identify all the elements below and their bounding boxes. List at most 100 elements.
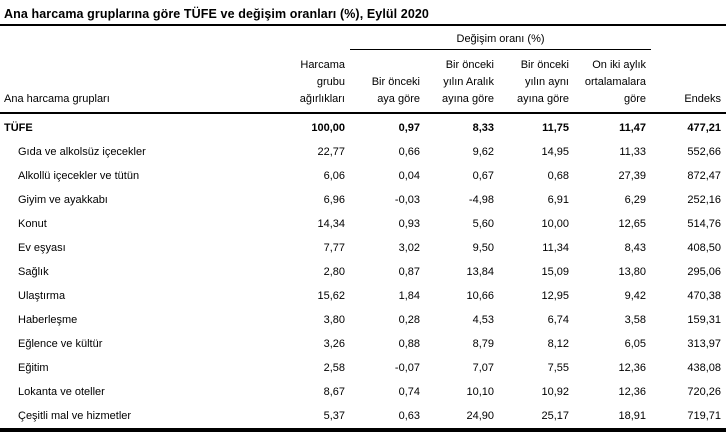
column-header-twelve-month-avg: On iki aylık ortalamalara göre [574, 49, 652, 114]
table-body: TÜFE 100,00 0,97 8,33 11,75 11,47 477,21… [0, 113, 726, 428]
cell-monthly: 1,84 [398, 290, 420, 302]
cell-same-month-prev-year: 14,95 [541, 146, 569, 158]
cell-since-december: 5,60 [472, 218, 494, 230]
cell-index: 514,76 [687, 218, 722, 230]
cell-since-december: 10,66 [466, 290, 494, 302]
cell-twelve-month-avg: 13,80 [618, 266, 647, 278]
cell-twelve-month-avg: 3,58 [624, 314, 647, 326]
cell-weight: 100,00 [311, 122, 345, 134]
row-label: Haberleşme [18, 314, 78, 326]
group-header-row: Değişim oranı (%) [0, 26, 726, 50]
column-header-index: Endeks [651, 49, 726, 114]
cell-weight: 5,37 [323, 410, 345, 422]
cell-index: 252,16 [687, 194, 722, 206]
cell-monthly: 0,93 [398, 218, 420, 230]
cell-twelve-month-avg: 8,43 [624, 242, 647, 254]
group-header-spacer-left [0, 26, 350, 50]
cell-monthly: -0,07 [394, 362, 420, 374]
cell-since-december: 4,53 [472, 314, 494, 326]
cell-since-december: 13,84 [466, 266, 494, 278]
row-label: Gıda ve alkolsüz içecekler [18, 146, 146, 158]
row-label: Ev eşyası [18, 242, 66, 254]
row-label: Eğitim [18, 362, 49, 374]
row-label: Alkollü içecekler ve tütün [18, 170, 140, 182]
cell-same-month-prev-year: 6,74 [547, 314, 569, 326]
cell-twelve-month-avg: 6,29 [624, 194, 647, 206]
row-label: Çeşitli mal ve hizmetler [18, 410, 132, 422]
column-header-row: Ana harcama grupları Harcama grubu ağırl… [0, 49, 726, 114]
cell-weight: 6,96 [323, 194, 345, 206]
table-row: Eğlence ve kültür 3,26 0,88 8,79 8,12 6,… [0, 332, 726, 356]
column-header-main-groups: Ana harcama grupları [0, 49, 285, 114]
column-header-since-december: Bir önceki yılın Aralık ayına göre [425, 49, 499, 114]
row-label: Lokanta ve oteller [18, 386, 105, 398]
change-rate-group-header: Değişim oranı (%) [350, 26, 652, 50]
cell-monthly: 0,87 [398, 266, 420, 278]
cell-since-december: 24,90 [466, 410, 494, 422]
page-title: Ana harcama gruplarına göre TÜFE ve deği… [0, 0, 726, 26]
cell-since-december: 8,79 [472, 338, 494, 350]
table-row: Giyim ve ayakkabı 6,96 -0,03 -4,98 6,91 … [0, 188, 726, 212]
cell-weight: 2,80 [323, 266, 345, 278]
cell-index: 159,31 [687, 314, 722, 326]
cell-weight: 8,67 [323, 386, 345, 398]
cell-since-december: 7,07 [472, 362, 494, 374]
table-header: Değişim oranı (%) Ana harcama grupları H… [0, 26, 726, 114]
cell-same-month-prev-year: 15,09 [541, 266, 569, 278]
cell-monthly: 0,66 [398, 146, 420, 158]
table-row: Gıda ve alkolsüz içecekler 22,77 0,66 9,… [0, 140, 726, 164]
cell-weight: 22,77 [317, 146, 345, 158]
table-row: Çeşitli mal ve hizmetler 5,37 0,63 24,90… [0, 404, 726, 428]
cell-same-month-prev-year: 25,17 [541, 410, 569, 422]
cell-twelve-month-avg: 27,39 [618, 170, 647, 182]
cell-same-month-prev-year: 10,92 [541, 386, 569, 398]
cell-monthly: 3,02 [398, 242, 420, 254]
cell-monthly: 0,28 [398, 314, 420, 326]
cell-monthly: 0,74 [398, 386, 420, 398]
cell-twelve-month-avg: 12,36 [618, 362, 647, 374]
cell-monthly: 0,97 [398, 122, 420, 134]
cell-monthly: 0,04 [398, 170, 420, 182]
cell-same-month-prev-year: 7,55 [547, 362, 569, 374]
column-header-same-month-prev-year: Bir önceki yılın aynı ayına göre [499, 49, 574, 114]
cell-weight: 6,06 [323, 170, 345, 182]
cell-same-month-prev-year: 11,75 [542, 122, 569, 134]
cell-since-december: 0,67 [472, 170, 494, 182]
table-row: Ev eşyası 7,77 3,02 9,50 11,34 8,43 408,… [0, 236, 726, 260]
cell-weight: 2,58 [323, 362, 345, 374]
cell-same-month-prev-year: 8,12 [547, 338, 569, 350]
cell-same-month-prev-year: 0,68 [547, 170, 569, 182]
cell-since-december: 9,62 [472, 146, 494, 158]
cell-same-month-prev-year: 12,95 [541, 290, 569, 302]
cell-twelve-month-avg: 18,91 [618, 410, 647, 422]
table-row: Konut 14,34 0,93 5,60 10,00 12,65 514,76 [0, 212, 726, 236]
table-bottom-rule [0, 428, 726, 432]
cell-twelve-month-avg: 11,33 [619, 146, 647, 158]
cell-monthly: 0,63 [398, 410, 420, 422]
cell-weight: 15,62 [317, 290, 345, 302]
cell-weight: 7,77 [323, 242, 345, 254]
cell-index: 313,97 [687, 338, 722, 350]
cell-weight: 14,34 [317, 218, 345, 230]
cell-monthly: 0,88 [398, 338, 420, 350]
cell-index: 438,08 [687, 362, 722, 374]
cell-twelve-month-avg: 9,42 [624, 290, 647, 302]
cell-since-december: 9,50 [472, 242, 494, 254]
table-row-tufe: TÜFE 100,00 0,97 8,33 11,75 11,47 477,21 [0, 113, 726, 140]
cell-weight: 3,80 [323, 314, 345, 326]
cell-twelve-month-avg: 12,65 [618, 218, 647, 230]
cell-monthly: -0,03 [394, 194, 420, 206]
table-row: Ulaştırma 15,62 1,84 10,66 12,95 9,42 47… [0, 284, 726, 308]
cell-index: 719,71 [687, 410, 722, 422]
cell-twelve-month-avg: 12,36 [618, 386, 647, 398]
cell-since-december: 8,33 [472, 122, 494, 134]
row-label: Ulaştırma [18, 290, 66, 302]
cell-twelve-month-avg: 6,05 [624, 338, 647, 350]
row-label: Sağlık [18, 266, 49, 278]
cell-index: 470,38 [687, 290, 722, 302]
cpi-table: Değişim oranı (%) Ana harcama grupları H… [0, 26, 726, 428]
cell-index: 872,47 [687, 170, 722, 182]
cell-twelve-month-avg: 11,47 [619, 122, 647, 134]
table-row: Eğitim 2,58 -0,07 7,07 7,55 12,36 438,08 [0, 356, 726, 380]
